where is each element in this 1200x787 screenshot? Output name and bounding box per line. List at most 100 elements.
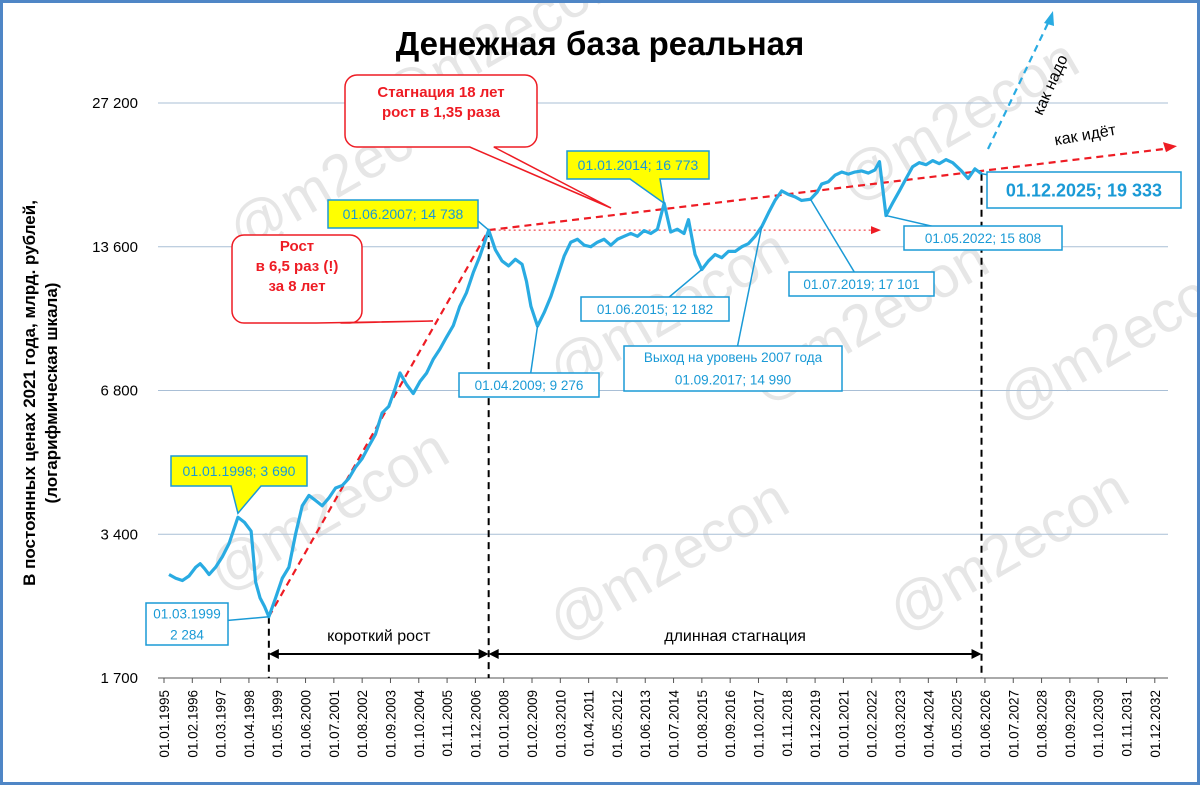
annotation-a2019: 01.07.2019; 17 101 <box>788 198 935 297</box>
actual-trend-line <box>488 147 1172 232</box>
annotation-stag: Стагнация 18 лет рост в 1,35 раза <box>344 74 612 209</box>
annotation-a2007: 01.06.2007; 14 738 <box>327 199 479 229</box>
annotation-callout <box>344 74 612 209</box>
x-tick-label: 01.11.2031 <box>1119 690 1134 757</box>
annotation-text: 01.01.1998; 3 690 <box>183 463 296 479</box>
watermark: @m2econ <box>537 465 799 654</box>
annotation-text: Стагнация 18 лет <box>377 84 504 101</box>
x-tick-label: 01.04.1998 <box>242 690 257 758</box>
annotation-rost: Рост в 6,5 раз (!) за 8 лет <box>231 234 434 324</box>
y-tick-label: 13 600 <box>92 239 138 256</box>
watermark: @m2econ <box>987 245 1197 434</box>
annotation-box <box>327 199 479 229</box>
annotation-a1999: 01.03.1999 2 284 <box>145 602 269 646</box>
x-tick-label: 01.02.2022 <box>865 690 880 758</box>
x-tick-label: 01.10.2017 <box>751 690 766 758</box>
y-axis-label-line2: (логарифмическая шкала) <box>42 283 61 504</box>
annotation-callout <box>566 150 710 205</box>
x-tick-label: 01.08.2002 <box>355 690 370 758</box>
x-tick-label: 01.07.2014 <box>667 690 682 758</box>
annotation-text: 01.01.2014; 16 773 <box>578 157 699 173</box>
x-tick-label: 01.04.2024 <box>921 690 936 758</box>
x-tick-label: 01.09.2016 <box>723 690 738 758</box>
x-tick-label: 01.07.2001 <box>327 690 342 758</box>
annotation-leader <box>477 220 490 231</box>
annotation-callout <box>170 455 308 515</box>
annotation-text: 2 284 <box>170 627 204 642</box>
y-axis-label: В постоянных ценах 2021 года, млрд. рубл… <box>20 200 61 586</box>
annotation-a2025: 01.12.2025; 19 333 <box>981 171 1182 209</box>
annotation-layer: 01.01.1998; 3 690 01.03.1999 2 284 01.06.20… <box>145 74 1182 646</box>
x-tick-label: 01.11.2005 <box>440 690 455 757</box>
short-growth-span-arrow-head-right <box>478 649 489 659</box>
x-tick-label: 01.05.2012 <box>610 690 625 758</box>
annotation-a2009: 01.04.2009; 9 276 <box>458 325 600 398</box>
x-tick-label: 01.02.1996 <box>185 690 200 758</box>
annotation-leader <box>809 198 863 285</box>
annotation-text: Рост <box>280 238 314 255</box>
needed-trend-arrowhead <box>1044 11 1054 26</box>
x-tick-label: 01.08.2028 <box>1035 690 1050 758</box>
x-tick-label: 01.10.2030 <box>1091 690 1106 758</box>
annotation-text: 01.06.2015; 12 182 <box>597 302 713 317</box>
annotation-a2015: 01.06.2015; 12 182 <box>580 269 730 322</box>
annotation-text: 01.09.2017; 14 990 <box>675 373 791 388</box>
annotation-box <box>145 602 229 646</box>
long-stagnation-span-arrow-head-right <box>971 649 982 659</box>
x-tick-label: 01.01.2008 <box>497 690 512 758</box>
x-tick-label: 01.04.2011 <box>582 690 597 757</box>
annotation-box <box>458 372 600 398</box>
annotation-a2017: Выход на уровень 2007 года 01.09.2017; 14… <box>623 226 843 392</box>
annotation-text: 01.05.2022; 15 808 <box>925 231 1041 246</box>
x-tick-label: 01.11.2018 <box>780 690 795 757</box>
annotation-text: рост в 1,35 раза <box>382 104 501 121</box>
annotation-text: в 6,5 раз (!) <box>256 258 339 275</box>
y-tick-label: 6 800 <box>100 383 138 400</box>
long-stagnation-span-arrow-head-left <box>488 649 499 659</box>
x-tick-label: 01.09.2003 <box>383 690 398 758</box>
x-tick-label: 01.05.1999 <box>270 690 285 758</box>
watermark: @m2econ <box>877 455 1139 644</box>
annotation-a1998: 01.01.1998; 3 690 <box>170 455 308 515</box>
x-tick-labels: 01.01.1995 01.02.1996 01.03.1997 01.04.1998… <box>157 678 1163 758</box>
annotation-text: Выход на уровень 2007 года <box>644 350 823 365</box>
annotation-text: 01.12.2025; 19 333 <box>1006 180 1162 200</box>
x-tick-label: 01.05.2025 <box>950 690 965 758</box>
x-tick-label: 01.06.2013 <box>638 690 653 758</box>
x-tick-label: 01.03.2010 <box>553 690 568 758</box>
annotation-text: за 8 лет <box>268 278 325 295</box>
short-growth-label: короткий рост <box>327 628 431 645</box>
x-tick-label: 01.06.2026 <box>978 690 993 758</box>
annotation-box <box>788 271 935 297</box>
long-stagnation-label: длинная стагнация <box>664 628 806 645</box>
annotation-text: 01.07.2019; 17 101 <box>803 277 919 292</box>
chart: @m2econ @m2econ @m2econ @m2econ @m2econ … <box>20 0 1200 758</box>
money-base-series-line <box>168 158 983 619</box>
annotation-text: 01.04.2009; 9 276 <box>475 378 584 393</box>
level-2007-arrowhead <box>871 226 881 235</box>
chart-title: Денежная база реальная <box>396 25 805 62</box>
annotation-box <box>903 225 1063 251</box>
x-tick-label: 01.10.2004 <box>412 690 427 758</box>
x-tick-label: 01.03.2023 <box>893 690 908 758</box>
y-tick-label: 3 400 <box>100 526 138 543</box>
y-tick-label: 1 700 <box>100 670 138 687</box>
x-tick-label: 01.06.2000 <box>299 690 314 758</box>
annotation-text: 01.03.1999 <box>153 606 221 621</box>
x-tick-label: 01.12.2019 <box>808 690 823 758</box>
x-tick-label: 01.09.2029 <box>1063 690 1078 758</box>
annotation-a2014: 01.01.2014; 16 773 <box>566 150 710 205</box>
x-tick-label: 01.02.2009 <box>525 690 540 758</box>
y-tick-labels: 1 700 3 400 6 800 13 600 27 200 <box>92 95 138 687</box>
actual-trend-label: как идёт <box>1053 122 1118 150</box>
annotation-box <box>623 345 843 392</box>
annotation-leader <box>732 226 763 369</box>
y-axis-label-line1: В постоянных ценах 2021 года, млрд. рубл… <box>20 200 39 586</box>
x-tick-label: 01.12.2006 <box>468 690 483 758</box>
x-tick-label: 01.01.1995 <box>157 690 172 758</box>
annotation-callout <box>231 234 434 324</box>
short-growth-span-arrow-head-left <box>268 649 279 659</box>
y-tick-label: 27 200 <box>92 95 138 112</box>
annotation-text: 01.06.2007; 14 738 <box>343 206 464 222</box>
